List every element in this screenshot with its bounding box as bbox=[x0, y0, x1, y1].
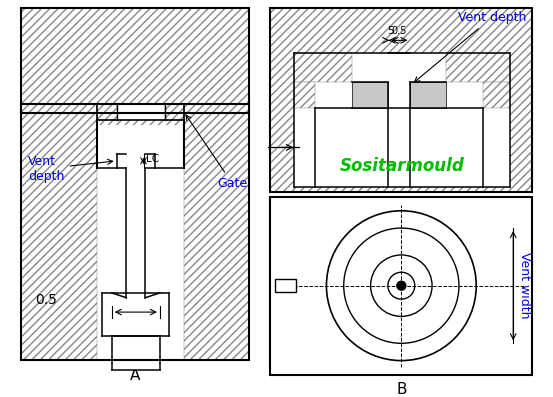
Text: Gate: Gate bbox=[186, 115, 248, 190]
Bar bbox=[20, 8, 249, 360]
Text: Vent width: Vent width bbox=[518, 252, 531, 319]
Text: LC: LC bbox=[147, 154, 159, 164]
Bar bbox=[352, 82, 446, 108]
Text: A: A bbox=[129, 368, 140, 383]
Text: B: B bbox=[396, 382, 406, 397]
Bar bbox=[294, 53, 352, 82]
Bar bbox=[270, 8, 533, 192]
Bar bbox=[112, 336, 160, 370]
Bar bbox=[117, 154, 155, 168]
Bar bbox=[184, 113, 249, 360]
Bar bbox=[270, 197, 533, 374]
Bar bbox=[352, 82, 388, 108]
Circle shape bbox=[397, 281, 406, 291]
Bar bbox=[410, 82, 446, 108]
Bar bbox=[102, 293, 169, 336]
Bar bbox=[165, 104, 184, 120]
Bar bbox=[483, 82, 510, 108]
Bar bbox=[446, 53, 510, 82]
Bar bbox=[388, 53, 410, 187]
Text: Sositarmould: Sositarmould bbox=[340, 157, 465, 175]
Bar bbox=[270, 8, 533, 192]
Bar bbox=[20, 8, 249, 360]
Bar bbox=[126, 168, 145, 298]
Bar bbox=[275, 279, 296, 293]
Bar bbox=[97, 104, 117, 120]
Bar bbox=[20, 113, 97, 360]
Text: 0.5: 0.5 bbox=[35, 293, 57, 307]
Text: 5: 5 bbox=[387, 25, 394, 35]
Text: Vent
depth: Vent depth bbox=[28, 154, 113, 183]
Bar bbox=[294, 82, 315, 108]
Text: 0.5: 0.5 bbox=[392, 25, 407, 35]
Bar bbox=[315, 108, 483, 187]
Bar bbox=[97, 125, 184, 360]
Text: Vent depth: Vent depth bbox=[415, 11, 526, 82]
Bar bbox=[294, 53, 510, 187]
Bar bbox=[97, 104, 184, 120]
Bar bbox=[20, 8, 249, 104]
